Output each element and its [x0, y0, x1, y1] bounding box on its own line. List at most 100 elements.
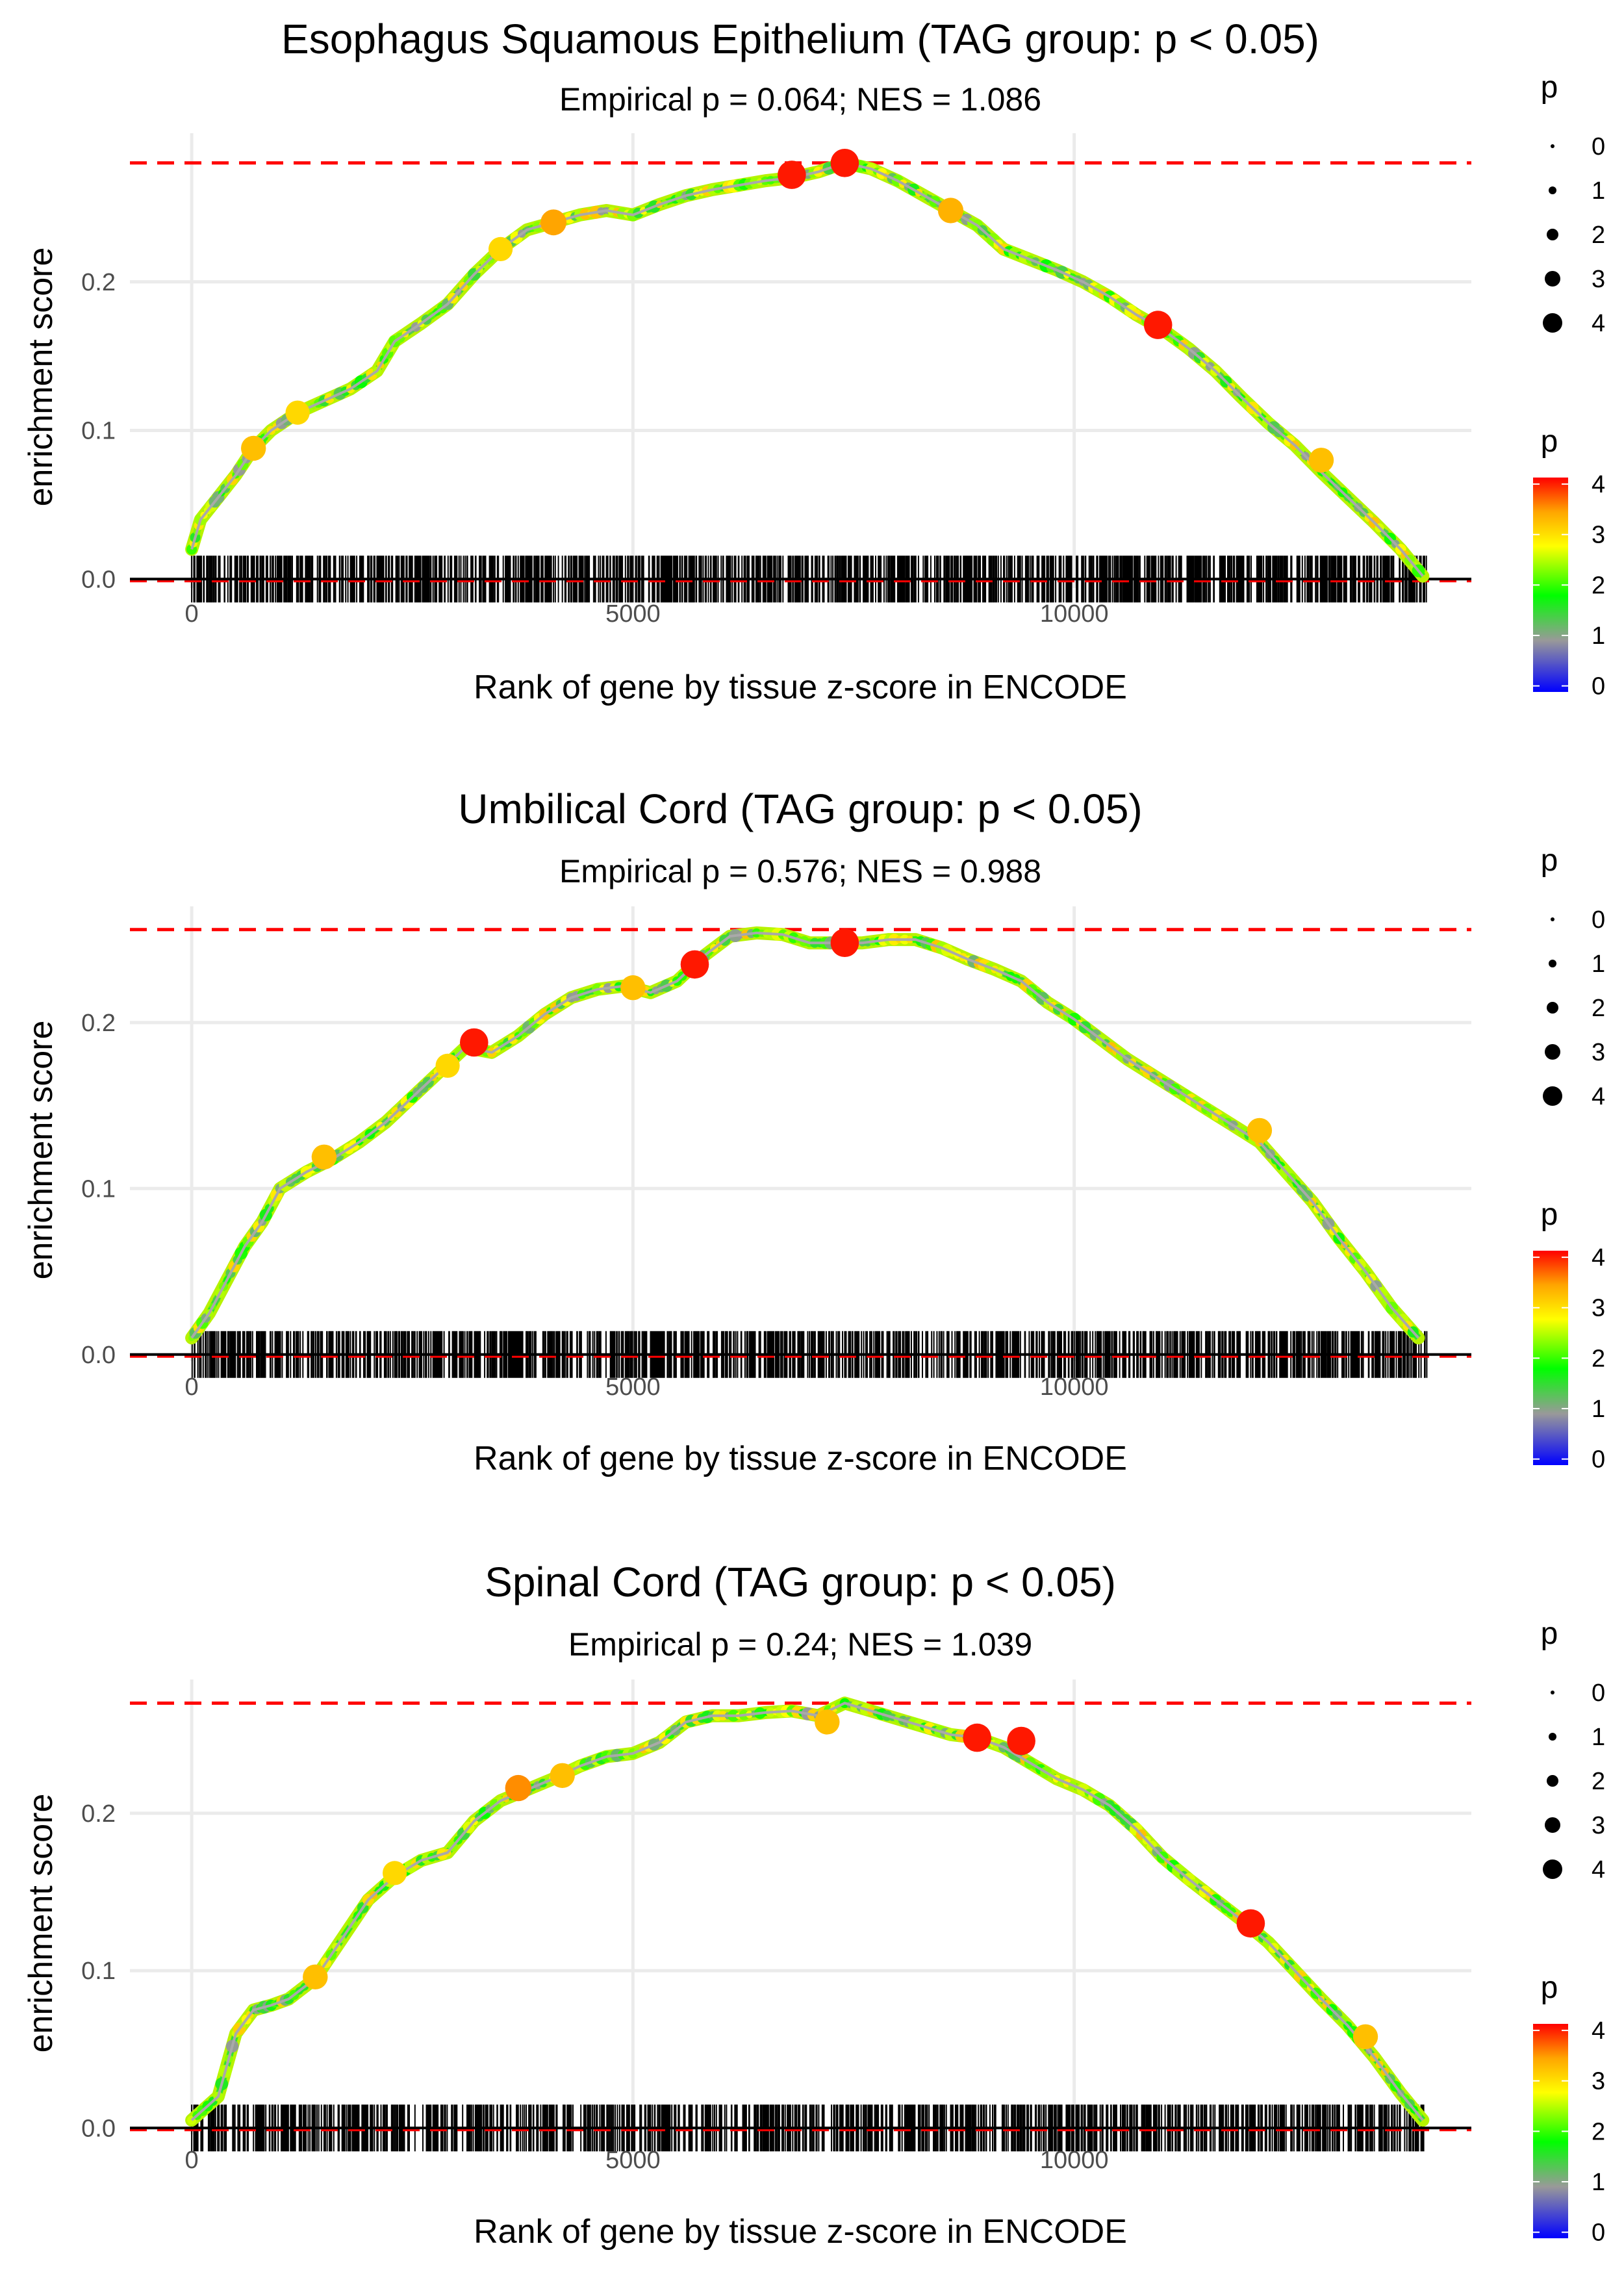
size-legend-items: 0 1 2 3 4	[1543, 906, 1605, 1110]
color-legend-label: 1	[1592, 622, 1605, 650]
x-tick-label: 5000	[605, 1373, 661, 1401]
es-line	[190, 931, 1419, 1339]
x-axis-label: Rank of gene by tissue z-score in ENCODE	[474, 2213, 1127, 2251]
size-legend-label: 2	[1592, 1768, 1605, 1795]
highlight-point	[963, 1723, 991, 1752]
color-legend-label: 2	[1592, 1345, 1605, 1372]
x-tick-label: 10000	[1040, 2147, 1109, 2174]
x-axis-label: Rank of gene by tissue z-score in ENCODE	[474, 1440, 1127, 1477]
color-legend-labels: 4 3 2 1 0	[1533, 471, 1605, 700]
x-tick-labels: 0 5000 10000	[185, 600, 1109, 628]
color-legend-title: p	[1541, 1197, 1558, 1232]
color-legend-label: 4	[1592, 2017, 1605, 2045]
color-legend-label: 4	[1592, 471, 1605, 498]
x-tick-label: 5000	[605, 2147, 661, 2174]
size-legend-dot	[1549, 186, 1556, 194]
reference-lines	[130, 928, 1471, 1358]
size-legend-label: 2	[1592, 222, 1605, 249]
size-legend-title: p	[1541, 70, 1558, 105]
size-legend-dot	[1545, 1044, 1560, 1060]
color-legend-title: p	[1541, 1971, 1558, 2005]
gridlines	[130, 1680, 1471, 2134]
size-legend-label: 3	[1592, 1039, 1605, 1066]
size-legend-label: 3	[1592, 266, 1605, 293]
highlight-point	[1007, 1726, 1035, 1756]
size-legend-dot	[1545, 1817, 1560, 1833]
curve-halo	[185, 926, 1425, 1345]
size-legend-dot	[1551, 144, 1554, 148]
highlight-point	[830, 928, 859, 957]
size-legend-dot	[1549, 960, 1556, 967]
size-legend-label: 1	[1592, 951, 1605, 978]
color-legend-label: 3	[1592, 522, 1605, 549]
y-tick-label: 0.1	[81, 418, 116, 445]
size-legend-label: 0	[1592, 906, 1605, 934]
x-tick-label: 0	[185, 1373, 199, 1401]
curve-halo	[185, 1696, 1430, 2127]
es-line	[190, 1702, 1424, 2121]
y-tick-label: 0.0	[81, 1342, 116, 1369]
size-legend-dot	[1545, 271, 1560, 287]
x-tick-label: 0	[185, 600, 199, 628]
size-legend-dot	[1547, 1775, 1558, 1787]
size-legend-label: 4	[1592, 1856, 1605, 1884]
y-tick-labels: 0.0 0.1 0.2	[81, 1800, 116, 2142]
size-legend-label: 4	[1592, 1083, 1605, 1110]
size-legend-dot	[1549, 1733, 1556, 1741]
x-tick-label: 0	[185, 2147, 199, 2174]
size-legend-dot	[1547, 229, 1558, 240]
y-tick-label: 0.1	[81, 1175, 116, 1203]
size-legend-dot	[1543, 1086, 1562, 1106]
highlight-point	[505, 1774, 531, 1802]
y-tick-label: 0.2	[81, 1010, 116, 1037]
x-tick-label: 10000	[1040, 600, 1109, 628]
chart-subtitle: Empirical p = 0.576; NES = 0.988	[559, 853, 1041, 889]
highlight-point	[241, 435, 266, 461]
size-legend-label: 4	[1592, 310, 1605, 337]
color-legend-label: 0	[1592, 1446, 1605, 1474]
size-legend-dot	[1551, 917, 1554, 921]
highlight-point	[1143, 311, 1173, 339]
color-legend-label: 3	[1592, 1295, 1605, 1322]
size-legend: p 0 1 2 3 4	[1541, 70, 1605, 337]
x-tick-label: 5000	[605, 600, 661, 628]
color-legend-label: 2	[1592, 2118, 1605, 2145]
highlight-point	[550, 1763, 575, 1788]
highlight-point	[1236, 1909, 1265, 1938]
color-legend-labels: 4 3 2 1 0	[1533, 1244, 1605, 1474]
highlight-point	[815, 1709, 840, 1735]
size-legend: p 0 1 2 3 4	[1541, 1616, 1605, 1884]
highlight-points	[241, 149, 1334, 473]
enrichment-curve	[185, 156, 1430, 583]
size-legend: p 0 1 2 3 4	[1541, 843, 1605, 1110]
size-legend-label: 1	[1592, 1724, 1605, 1751]
size-legend-title: p	[1541, 1616, 1558, 1651]
highlight-point	[1352, 2024, 1378, 2049]
chart-title: Umbilical Cord (TAG group: p < 0.05)	[458, 786, 1142, 832]
y-axis-label: enrichment score	[22, 1021, 60, 1280]
highlight-point	[285, 400, 310, 425]
size-legend-dot	[1543, 313, 1562, 333]
highlight-points	[303, 1709, 1378, 2049]
size-legend-label: 2	[1592, 995, 1605, 1022]
chart-title: Esophagus Squamous Epithelium (TAG group…	[281, 16, 1319, 62]
reference-lines	[130, 161, 1471, 583]
color-legend: p 4 3 2 1 0	[1533, 424, 1605, 700]
size-legend-title: p	[1541, 843, 1558, 878]
y-tick-label: 0.0	[81, 566, 116, 593]
highlight-point	[1247, 1118, 1273, 1143]
y-tick-label: 0.1	[81, 1958, 116, 1985]
highlight-point	[620, 975, 646, 1001]
highlight-point	[778, 160, 806, 189]
color-legend: p 4 3 2 1 0	[1533, 1197, 1605, 1474]
highlight-point	[383, 1861, 407, 1885]
highlight-point	[460, 1028, 488, 1057]
color-legend-label: 0	[1592, 2219, 1605, 2247]
size-legend-dot	[1543, 1859, 1562, 1879]
highlight-point	[937, 198, 964, 224]
y-tick-label: 0.2	[81, 269, 116, 296]
color-legend-label: 1	[1592, 1396, 1605, 1423]
color-legend-labels: 4 3 2 1 0	[1533, 2017, 1605, 2247]
highlight-points	[311, 928, 1273, 1170]
